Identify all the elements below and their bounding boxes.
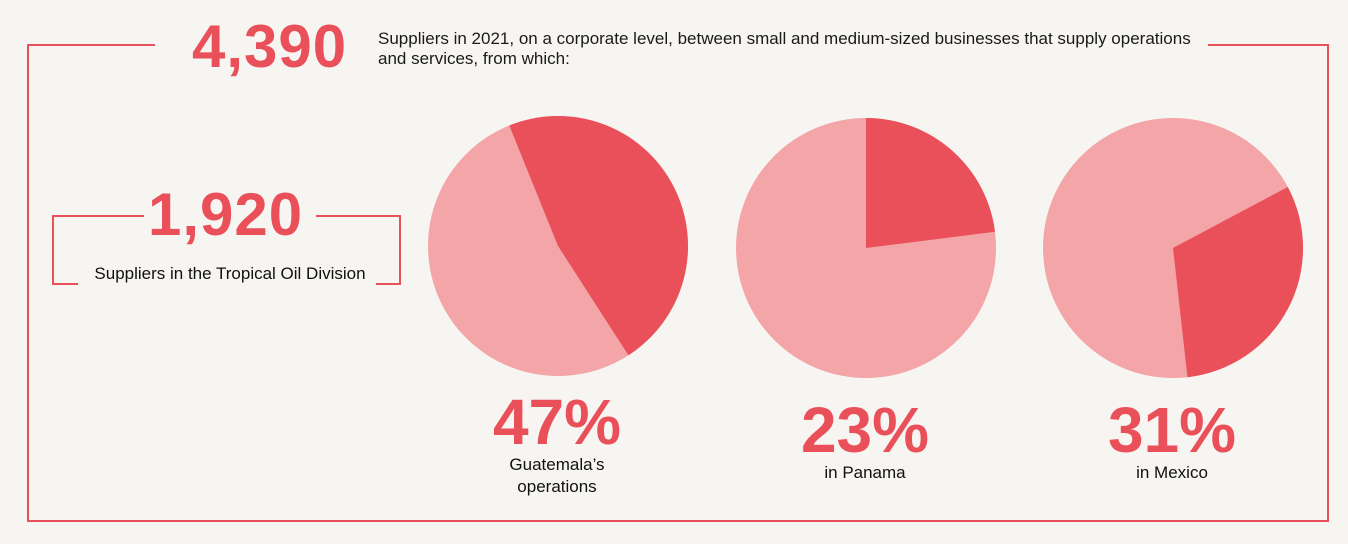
bracket-top-left (52, 215, 144, 217)
division-suppliers-number: 1,920 (148, 181, 304, 248)
frame-top-line-left (27, 44, 155, 46)
content-frame (27, 44, 1329, 522)
pie-percent-panama: 23% (800, 394, 930, 466)
total-suppliers-number: 4,390 (192, 13, 348, 80)
intro-text: Suppliers in 2021, on a corporate level,… (378, 29, 1191, 68)
pie-slice-guatemala (509, 116, 688, 356)
pie-percent-mexico: 31% (1107, 394, 1237, 466)
frame-top-line-right (1208, 44, 1329, 46)
pie-slice-mexico (1173, 186, 1303, 378)
pie-caption-mexico: in Mexico (1136, 463, 1208, 482)
bracket-right-side (399, 215, 401, 285)
pie-slice-panama (866, 118, 995, 248)
bracket-bottom-right (376, 283, 401, 285)
pie-caption-panama: in Panama (824, 463, 906, 482)
bracket-bottom-left (52, 283, 78, 285)
pie-percent-guatemala: 47% (492, 386, 622, 458)
bracket-top-right (316, 215, 401, 217)
bracket-left-side (52, 215, 54, 285)
pie-caption-guatemala: Guatemala’s operations (509, 455, 605, 496)
division-suppliers-label: Suppliers in the Tropical Oil Division (94, 264, 366, 283)
